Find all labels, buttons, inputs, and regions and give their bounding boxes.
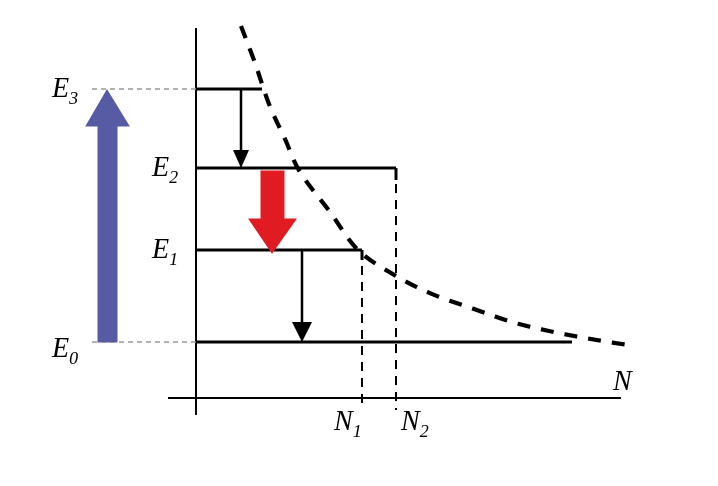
svg-text:N: N <box>612 366 633 397</box>
